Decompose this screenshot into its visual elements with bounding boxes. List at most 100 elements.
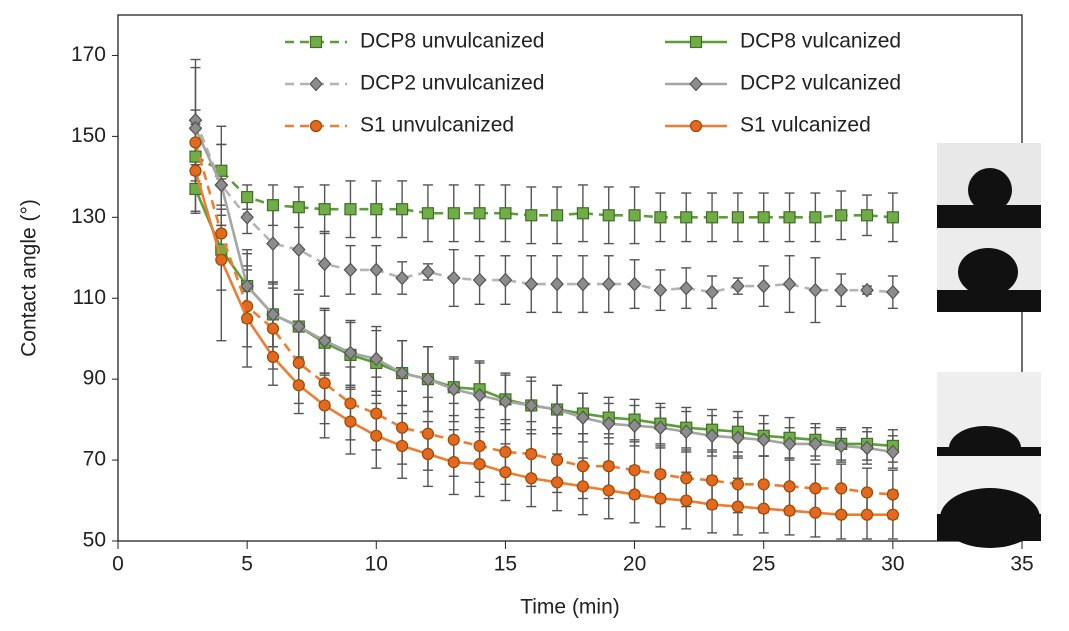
marker xyxy=(446,381,461,397)
marker xyxy=(370,407,383,420)
legend-marker xyxy=(309,76,323,92)
marker xyxy=(498,394,513,409)
marker xyxy=(680,472,693,485)
marker xyxy=(188,120,203,136)
marker xyxy=(602,484,615,497)
marker xyxy=(808,282,823,298)
legend-marker xyxy=(689,119,703,133)
marker xyxy=(731,500,744,513)
marker xyxy=(835,482,848,495)
marker xyxy=(808,436,823,452)
marker xyxy=(809,506,822,519)
marker xyxy=(524,398,539,413)
series-line xyxy=(194,142,893,496)
legend-marker xyxy=(689,35,703,49)
marker xyxy=(835,508,848,521)
series xyxy=(190,129,898,540)
marker xyxy=(550,276,564,292)
marker xyxy=(472,387,487,403)
marker xyxy=(782,436,797,452)
marker xyxy=(215,253,228,266)
marker xyxy=(344,397,357,410)
marker xyxy=(421,447,435,461)
marker xyxy=(189,136,202,149)
marker xyxy=(886,508,899,521)
marker xyxy=(705,428,719,444)
x-tick-label: 15 xyxy=(494,553,517,576)
marker xyxy=(266,236,280,251)
y-axis-title: Contact angle (°) xyxy=(18,199,41,357)
marker xyxy=(472,272,487,288)
marker xyxy=(550,209,564,222)
marker xyxy=(602,460,615,473)
marker xyxy=(886,488,899,501)
marker xyxy=(189,164,202,177)
marker xyxy=(654,211,667,224)
marker xyxy=(756,278,771,294)
marker xyxy=(757,478,770,491)
marker xyxy=(446,270,461,286)
marker xyxy=(886,444,900,460)
marker xyxy=(266,322,280,335)
marker xyxy=(627,276,642,292)
marker xyxy=(473,458,486,471)
legend-marker xyxy=(309,35,323,49)
series-line xyxy=(194,170,893,516)
marker xyxy=(291,242,306,258)
marker xyxy=(241,312,254,325)
marker xyxy=(214,177,229,193)
marker xyxy=(473,439,486,453)
y-tick-label: 110 xyxy=(73,286,106,309)
marker xyxy=(834,438,849,454)
marker xyxy=(576,460,590,473)
marker xyxy=(447,207,460,220)
marker xyxy=(834,282,849,298)
legend-label: S1 vulcanized xyxy=(740,114,871,137)
marker xyxy=(240,209,254,225)
legend-label: S1 unvulcanized xyxy=(360,114,514,137)
marker xyxy=(317,333,332,349)
marker xyxy=(369,351,384,367)
marker xyxy=(317,256,332,272)
marker xyxy=(395,270,409,286)
marker xyxy=(627,418,642,434)
marker xyxy=(396,203,409,216)
droplet-images xyxy=(937,143,1041,548)
marker xyxy=(860,486,874,499)
marker xyxy=(705,498,719,511)
marker xyxy=(344,415,357,428)
marker xyxy=(757,502,770,515)
marker xyxy=(628,209,641,222)
marker xyxy=(601,276,616,292)
legend-label: DCP8 vulcanized xyxy=(740,30,901,53)
marker xyxy=(499,445,512,459)
marker xyxy=(653,420,668,436)
y-tick-label: 150 xyxy=(71,124,106,147)
marker xyxy=(680,494,693,507)
x-tick-label: 35 xyxy=(1010,553,1033,576)
marker xyxy=(421,264,435,280)
marker xyxy=(292,201,305,214)
marker xyxy=(524,276,539,292)
marker xyxy=(550,453,564,467)
marker xyxy=(343,345,358,361)
x-tick-label: 5 xyxy=(241,553,253,576)
marker xyxy=(370,203,383,216)
y-tick-label: 50 xyxy=(83,529,106,552)
x-tick-label: 10 xyxy=(365,553,388,576)
marker xyxy=(756,432,771,448)
series xyxy=(190,123,898,245)
marker xyxy=(679,280,694,296)
x-axis-title: Time (min) xyxy=(520,596,620,619)
marker xyxy=(369,262,384,278)
marker xyxy=(499,466,512,479)
marker xyxy=(266,199,280,212)
y-tick-label: 170 xyxy=(71,43,106,66)
marker xyxy=(370,429,383,442)
marker xyxy=(576,410,590,425)
marker xyxy=(421,207,435,220)
legend-marker xyxy=(689,76,703,92)
marker xyxy=(757,211,770,224)
marker xyxy=(679,424,694,440)
marker xyxy=(731,430,745,446)
